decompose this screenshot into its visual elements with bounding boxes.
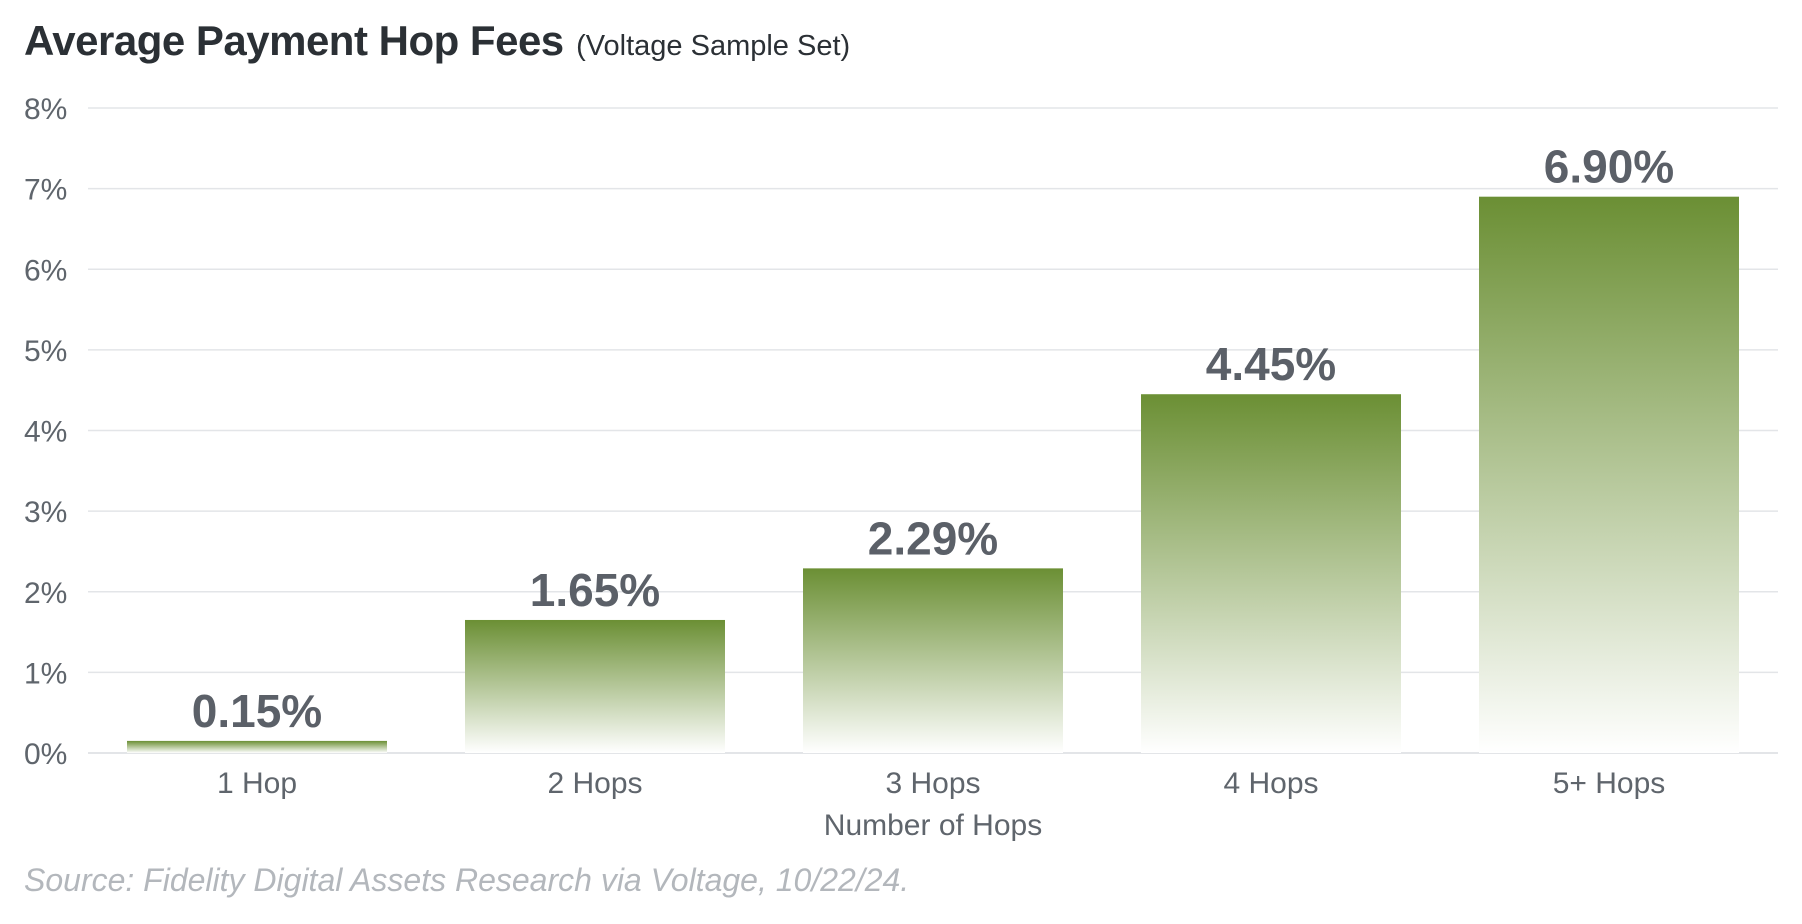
x-tick-label: 4 Hops — [1223, 767, 1318, 800]
bar — [127, 740, 387, 753]
bars — [127, 196, 1739, 753]
x-axis-title: Number of Hops — [824, 809, 1042, 842]
y-tick-label: 5% — [24, 335, 67, 368]
chart-subtitle: (Voltage Sample Set) — [576, 30, 851, 62]
y-tick-label: 4% — [24, 416, 67, 449]
x-tick-label: 3 Hops — [885, 767, 980, 800]
source-note: Source: Fidelity Digital Assets Research… — [24, 862, 910, 898]
y-tick-label: 7% — [24, 174, 67, 207]
bar-data-label: 0.15% — [192, 685, 322, 737]
bar — [465, 619, 725, 753]
x-tick-label: 1 Hop — [217, 767, 297, 800]
bar — [1479, 196, 1739, 753]
y-tick-label: 2% — [24, 577, 67, 610]
x-axis-categories: 1 Hop 2 Hops 3 Hops 4 Hops 5+ Hops — [217, 767, 1665, 800]
bar-data-label: 2.29% — [868, 512, 998, 564]
y-tick-label: 6% — [24, 254, 67, 287]
bar-data-label: 4.45% — [1206, 338, 1336, 390]
bar — [803, 568, 1063, 753]
y-tick-label: 1% — [24, 657, 67, 690]
y-tick-label: 8% — [24, 93, 67, 126]
y-tick-label: 3% — [24, 496, 67, 529]
chart-title-row: Average Payment Hop Fees (Voltage Sample… — [24, 20, 850, 62]
x-tick-label: 5+ Hops — [1553, 767, 1666, 800]
bar-data-label: 6.90% — [1544, 141, 1674, 193]
chart-title: Average Payment Hop Fees — [24, 17, 564, 64]
bar — [1141, 394, 1401, 753]
data-labels: 0.15% 1.65% 2.29% 4.45% 6.90% — [192, 141, 1674, 737]
y-tick-label: 0% — [24, 738, 67, 771]
bar-data-label: 1.65% — [530, 564, 660, 616]
y-axis-ticks: 0% 1% 2% 3% 4% 5% 6% 7% 8% — [24, 93, 67, 771]
x-tick-label: 2 Hops — [547, 767, 642, 800]
